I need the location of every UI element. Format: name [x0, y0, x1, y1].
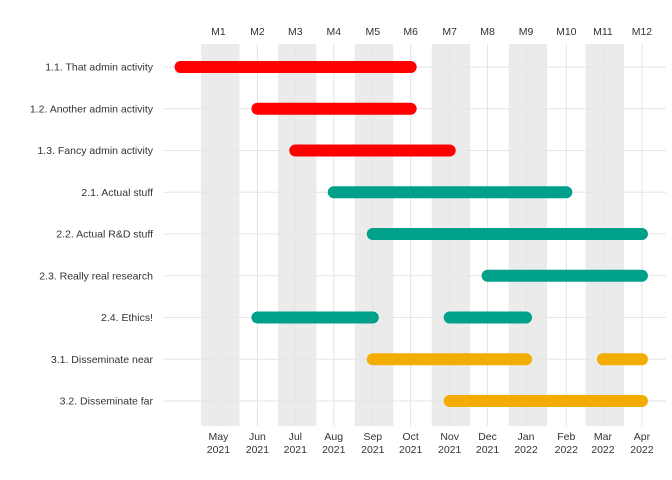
project-month-label: M8 — [480, 26, 495, 38]
project-month-label: M4 — [326, 26, 341, 38]
calendar-year-label: 2021 — [438, 444, 462, 456]
task-label: 1.3. Fancy admin activity — [37, 145, 153, 157]
calendar-month-label: Feb — [557, 431, 575, 443]
project-month-label: M7 — [442, 26, 457, 38]
calendar-year-label: 2021 — [207, 444, 231, 456]
calendar-year-label: 2022 — [630, 444, 654, 456]
project-month-label: M11 — [593, 26, 613, 38]
calendar-month-label: Dec — [478, 431, 497, 443]
calendar-year-label: 2022 — [555, 444, 579, 456]
task-label: 3.1. Disseminate near — [51, 354, 154, 366]
calendar-month-label: May — [208, 431, 229, 443]
project-month-label: M6 — [403, 26, 418, 38]
calendar-year-label: 2022 — [591, 444, 615, 456]
calendar-axis: May2021Jun2021Jul2021Aug2021Sep2021Oct20… — [207, 431, 654, 456]
task-bars — [174, 61, 648, 407]
project-month-label: M3 — [288, 26, 303, 38]
task-label: 2.3. Really real research — [39, 270, 153, 282]
calendar-month-label: Nov — [440, 431, 459, 443]
task-labels: 1.1. That admin activity 1.2. Another adm… — [30, 62, 154, 408]
month-shade-m3 — [277, 44, 317, 426]
calendar-month-label: Oct — [402, 431, 418, 443]
task-label: 1.1. That admin activity — [45, 62, 154, 74]
calendar-year-label: 2022 — [514, 444, 538, 456]
task-label: 3.2. Disseminate far — [60, 396, 154, 408]
calendar-year-label: 2021 — [284, 444, 308, 456]
task-label: 2.1. Actual stuff — [81, 187, 153, 199]
calendar-year-label: 2021 — [246, 444, 270, 456]
project-month-label: M10 — [556, 26, 577, 38]
project-month-label: M9 — [519, 26, 534, 38]
month-shade-m1 — [201, 44, 240, 426]
calendar-month-label: Aug — [324, 431, 343, 443]
project-month-label: M1 — [211, 26, 226, 38]
task-label: 2.4. Ethics! — [101, 312, 153, 324]
calendar-month-label: Sep — [363, 431, 382, 443]
task-label: 1.2. Another admin activity — [30, 103, 154, 115]
calendar-month-label: Mar — [594, 431, 613, 443]
project-month-label: M5 — [365, 26, 380, 38]
task-label: 2.2. Actual R&D stuff — [56, 229, 153, 241]
calendar-year-label: 2021 — [361, 444, 385, 456]
calendar-month-label: Apr — [634, 431, 651, 443]
calendar-month-label: Jun — [249, 431, 266, 443]
project-month-label: M2 — [250, 26, 265, 38]
project-month-axis: M1 M2 M3 M4 M5 M6 M7 M8 M9 M10 M11 M12 — [211, 26, 652, 38]
calendar-month-label: Jan — [518, 431, 535, 443]
calendar-year-label: 2021 — [322, 444, 346, 456]
calendar-month-label: Jul — [289, 431, 302, 443]
calendar-year-label: 2021 — [476, 444, 500, 456]
project-month-label: M12 — [632, 26, 653, 38]
calendar-year-label: 2021 — [399, 444, 423, 456]
